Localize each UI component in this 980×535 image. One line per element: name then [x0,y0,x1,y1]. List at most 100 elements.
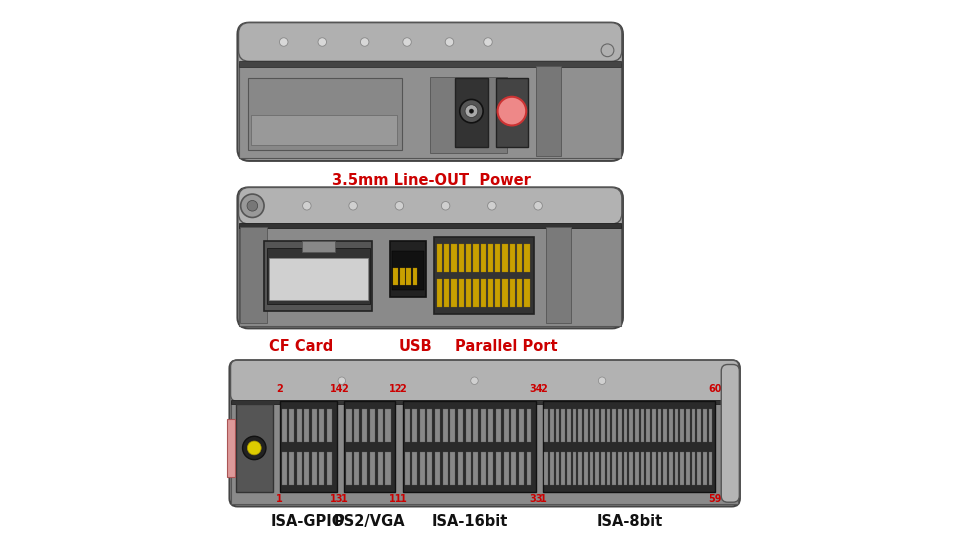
Bar [413,409,417,442]
Bar [692,409,696,442]
Bar [488,409,493,442]
Bar [641,452,645,485]
Bar [354,409,360,442]
Text: 34: 34 [529,385,543,394]
Text: 13: 13 [330,494,343,504]
Bar [302,241,334,253]
Bar [546,227,571,323]
Bar [623,452,627,485]
Bar [327,452,332,485]
Bar [427,409,432,442]
Bar [669,409,672,442]
Circle shape [303,202,311,210]
Bar [413,452,417,485]
Bar [578,452,582,485]
Bar [578,409,582,442]
Bar [496,452,501,485]
Circle shape [445,38,454,46]
Bar [590,452,594,485]
Bar [596,452,599,485]
FancyBboxPatch shape [229,360,740,507]
Bar [466,279,471,307]
Bar [635,409,639,442]
Bar [703,452,707,485]
Circle shape [247,441,261,455]
Circle shape [279,38,288,46]
Circle shape [498,97,526,126]
Bar [590,409,594,442]
Bar [265,241,372,311]
Circle shape [470,377,478,385]
Bar [403,401,536,492]
Bar [385,409,390,442]
Bar [240,227,268,323]
Bar [281,452,286,485]
Text: 33: 33 [529,494,543,504]
FancyBboxPatch shape [237,187,623,328]
Bar [562,452,565,485]
Bar [305,409,310,442]
Bar [393,268,398,285]
Circle shape [243,436,266,460]
Bar [607,409,611,442]
Bar [473,409,478,442]
Bar [512,452,516,485]
Bar [444,279,449,307]
Text: PS2/VGA: PS2/VGA [334,515,406,530]
Bar [496,78,528,147]
Bar [319,452,324,485]
Bar [451,452,456,485]
Bar [419,409,424,442]
Bar [227,419,235,477]
Bar [443,452,448,485]
FancyBboxPatch shape [238,187,622,224]
Bar [473,279,478,307]
Circle shape [466,105,478,118]
Circle shape [599,377,606,385]
Bar [709,409,712,442]
Bar [239,64,621,158]
Bar [518,452,524,485]
Bar [312,409,317,442]
Bar [369,409,375,442]
Bar [618,452,621,485]
Bar [488,279,493,307]
Bar [480,244,486,272]
Bar [572,409,576,442]
Bar [556,452,560,485]
Bar [289,452,294,485]
Bar [584,409,588,442]
Bar [466,452,470,485]
Bar [647,409,650,442]
Bar [629,452,633,485]
Bar [466,244,471,272]
Bar [545,409,548,442]
Bar [562,409,565,442]
Bar [430,77,508,153]
Bar [481,409,486,442]
Bar [405,409,410,442]
Circle shape [488,202,496,210]
Text: 3.5mm Line-OUT  Power: 3.5mm Line-OUT Power [332,173,531,188]
Circle shape [247,201,258,211]
Bar [567,452,570,485]
Bar [435,409,440,442]
Bar [362,452,368,485]
Bar [517,244,522,272]
Bar [466,409,470,442]
Bar [680,409,684,442]
Bar [305,452,310,485]
Text: 11: 11 [389,494,402,504]
Bar [459,244,464,272]
Bar [458,409,463,442]
Bar [400,268,405,285]
Bar [496,409,501,442]
Bar [281,409,286,442]
Bar [427,452,432,485]
Bar [444,244,449,272]
Bar [319,409,324,442]
Bar [680,452,684,485]
Bar [612,409,616,442]
Bar [419,452,424,485]
Bar [623,409,627,442]
